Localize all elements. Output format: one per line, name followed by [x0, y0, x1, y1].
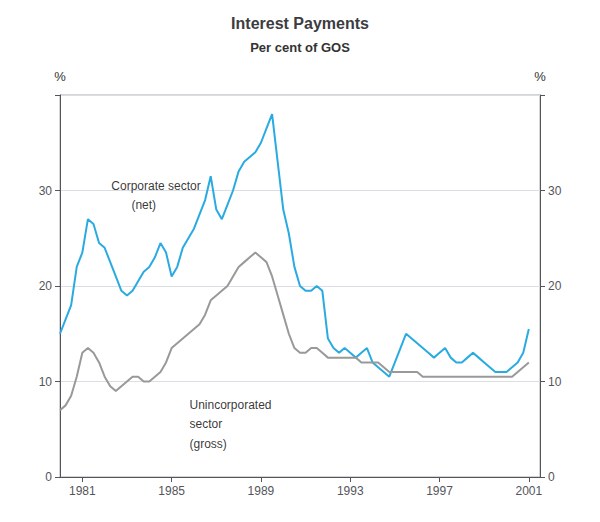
svg-text:Interest Payments: Interest Payments: [231, 15, 369, 32]
svg-text:Unincorporated: Unincorporated: [189, 398, 271, 412]
svg-text:1997: 1997: [426, 484, 453, 498]
svg-text:%: %: [54, 69, 66, 84]
svg-text:10: 10: [548, 375, 562, 389]
svg-text:Per cent of GOS: Per cent of GOS: [250, 40, 350, 55]
svg-text:sector: sector: [189, 417, 222, 431]
svg-text:0: 0: [548, 470, 555, 484]
svg-text:Corporate sector: Corporate sector: [111, 179, 200, 193]
svg-text:1985: 1985: [158, 484, 185, 498]
svg-text:(gross): (gross): [189, 437, 226, 451]
svg-text:1993: 1993: [337, 484, 364, 498]
svg-text:30: 30: [548, 184, 562, 198]
svg-text:30: 30: [39, 184, 53, 198]
svg-text:10: 10: [39, 375, 53, 389]
svg-text:20: 20: [548, 279, 562, 293]
svg-text:2001: 2001: [515, 484, 542, 498]
svg-text:20: 20: [39, 279, 53, 293]
svg-text:%: %: [534, 69, 546, 84]
svg-text:1989: 1989: [248, 484, 275, 498]
svg-text:1981: 1981: [69, 484, 96, 498]
svg-text:(net): (net): [131, 198, 156, 212]
svg-text:0: 0: [45, 470, 52, 484]
